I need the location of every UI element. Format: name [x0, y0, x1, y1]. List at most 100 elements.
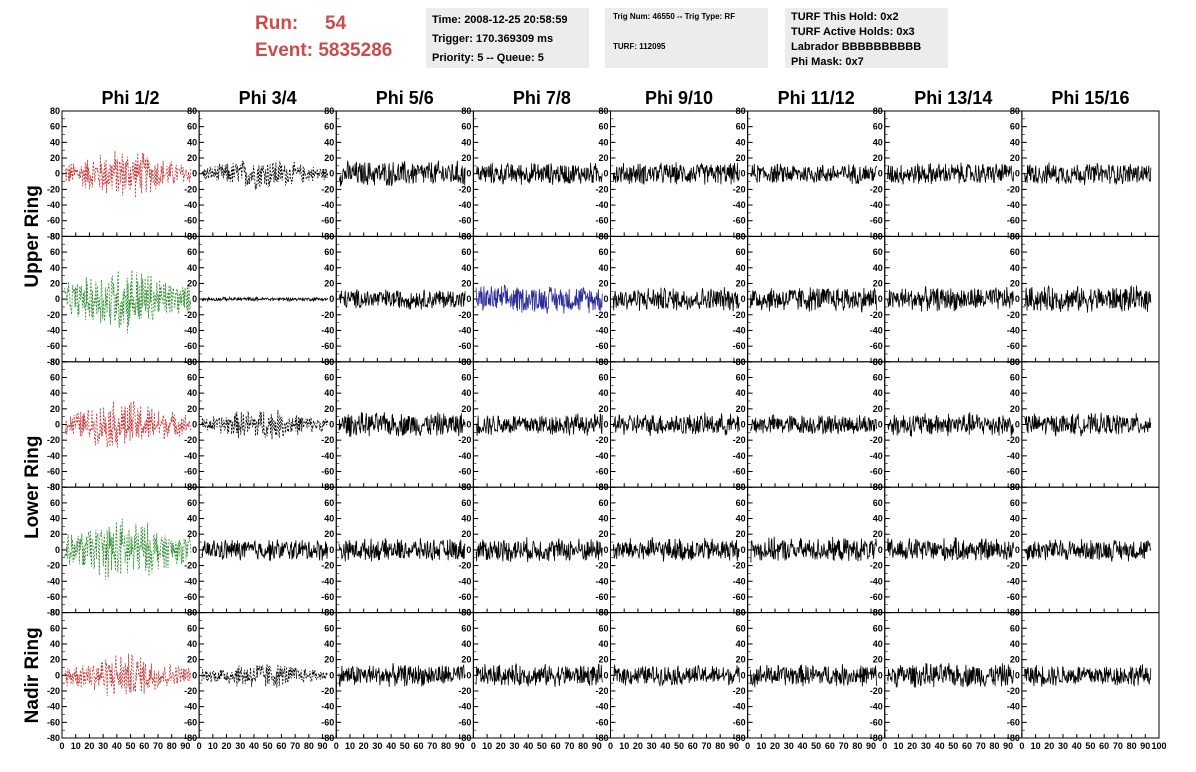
x-tick-label: 30 — [1058, 741, 1068, 751]
waveform-trace — [887, 285, 1014, 312]
x-tick-label: 20 — [770, 741, 780, 751]
waveform-trace — [64, 150, 192, 198]
waveform-trace — [475, 284, 603, 314]
x-tick-label: 90 — [729, 741, 739, 751]
x-tick-label: 0 — [1019, 741, 1024, 751]
y-tick-label: -40 — [47, 451, 60, 461]
x-tick-label: 10 — [1031, 741, 1041, 751]
x-tick-label: 20 — [633, 741, 643, 751]
y-tick-label: -20 — [1007, 686, 1020, 696]
y-tick-label: 20 — [187, 153, 197, 163]
y-tick-label: 20 — [187, 529, 197, 539]
y-tick-label: 60 — [461, 498, 471, 508]
y-tick-label: 60 — [1010, 372, 1020, 382]
x-tick-label: 20 — [359, 741, 369, 751]
waveform-trace — [750, 664, 877, 688]
y-tick-label: -40 — [1007, 200, 1020, 210]
y-tick-label: 0 — [55, 545, 60, 555]
run-event-block: Run: 54 Event: 5835286 — [255, 10, 392, 64]
waveform-trace — [64, 400, 192, 448]
waveform-trace — [475, 162, 603, 185]
y-tick-label: 40 — [598, 514, 608, 524]
y-tick-label: -60 — [595, 717, 608, 727]
y-tick-label: -80 — [870, 733, 883, 743]
event-line: Event: 5835286 — [255, 37, 392, 64]
waveform-trace — [338, 160, 466, 187]
y-tick-label: 40 — [1010, 514, 1020, 524]
y-tick-label: 20 — [461, 278, 471, 288]
y-tick-label: -20 — [1007, 435, 1020, 445]
y-tick-label: 60 — [187, 247, 197, 257]
y-tick-label: -40 — [1007, 325, 1020, 335]
y-tick-label: -80 — [458, 733, 471, 743]
y-tick-label: -60 — [184, 592, 197, 602]
y-tick-label: -60 — [1007, 592, 1020, 602]
y-tick-label: 20 — [461, 655, 471, 665]
x-tick-label: 40 — [797, 741, 807, 751]
trig-num-text: Trig Num: 46550 -- Trig Type: RF — [613, 12, 736, 21]
y-tick-label: 40 — [50, 639, 60, 649]
y-tick-label: 0 — [741, 420, 746, 430]
y-tick-label: -60 — [595, 592, 608, 602]
y-tick-label: 80 — [1010, 357, 1020, 367]
y-tick-label: -20 — [47, 435, 60, 445]
y-tick-label: 20 — [1010, 153, 1020, 163]
waveform-trace — [887, 537, 1014, 561]
y-tick-label: -60 — [1007, 341, 1020, 351]
priority-text: Priority: 5 -- Queue: 5 — [432, 52, 544, 64]
y-tick-label: -40 — [458, 325, 471, 335]
waveform-trace — [612, 412, 740, 436]
y-tick-label: 40 — [50, 388, 60, 398]
time-text: Time: 2008-12-25 20:58:59 — [432, 14, 568, 26]
y-tick-label: 0 — [329, 420, 334, 430]
waveform-trace — [1024, 664, 1152, 687]
y-tick-label: 60 — [598, 498, 608, 508]
y-tick-label: -40 — [595, 325, 608, 335]
y-tick-label: -20 — [321, 184, 334, 194]
y-tick-label: 80 — [598, 482, 608, 492]
x-tick-label: 30 — [235, 741, 245, 751]
waveform-trace — [887, 162, 1014, 185]
y-tick-label: -60 — [458, 717, 471, 727]
y-tick-label: 20 — [324, 278, 334, 288]
x-tick-label: 50 — [811, 741, 821, 751]
y-tick-label: -60 — [47, 717, 60, 727]
y-tick-label: 20 — [873, 278, 883, 288]
y-tick-label: 0 — [329, 545, 334, 555]
y-tick-label: -80 — [321, 733, 334, 743]
y-tick-label: -80 — [47, 357, 60, 367]
time-info-box: Time: 2008-12-25 20:58:59 Trigger: 170.3… — [426, 8, 589, 68]
waveform-trace — [750, 414, 877, 435]
y-tick-label: -20 — [595, 686, 608, 696]
y-tick-label: -20 — [321, 310, 334, 320]
y-tick-label: -60 — [458, 216, 471, 226]
x-tick-label: 10 — [619, 741, 629, 751]
y-tick-label: 0 — [466, 670, 471, 680]
y-tick-label: 80 — [324, 357, 334, 367]
x-tick-label: 20 — [222, 741, 232, 751]
y-tick-label: -20 — [184, 310, 197, 320]
y-tick-label: -20 — [1007, 561, 1020, 571]
y-tick-label: 20 — [873, 655, 883, 665]
x-tick-label: 20 — [1044, 741, 1054, 751]
column-title: Phi 7/8 — [513, 88, 571, 108]
y-tick-label: 40 — [50, 137, 60, 147]
y-tick-label: 0 — [55, 169, 60, 179]
y-tick-label: 40 — [873, 388, 883, 398]
x-tick-label: 10 — [345, 741, 355, 751]
y-tick-label: -40 — [870, 325, 883, 335]
y-tick-label: -60 — [184, 717, 197, 727]
y-tick-label: -40 — [733, 576, 746, 586]
y-tick-label: -80 — [595, 733, 608, 743]
x-tick-label: 20 — [496, 741, 506, 751]
y-tick-label: 40 — [187, 514, 197, 524]
y-tick-label: -60 — [870, 592, 883, 602]
column-title: Phi 5/6 — [376, 88, 434, 108]
y-tick-label: 80 — [873, 106, 883, 116]
y-tick-label: 80 — [736, 482, 746, 492]
y-tick-label: -20 — [184, 561, 197, 571]
x-tick-label: 90 — [1003, 741, 1013, 751]
x-tick-label: 10 — [482, 741, 492, 751]
y-tick-label: -60 — [1007, 717, 1020, 727]
panel-frame — [198, 361, 337, 488]
